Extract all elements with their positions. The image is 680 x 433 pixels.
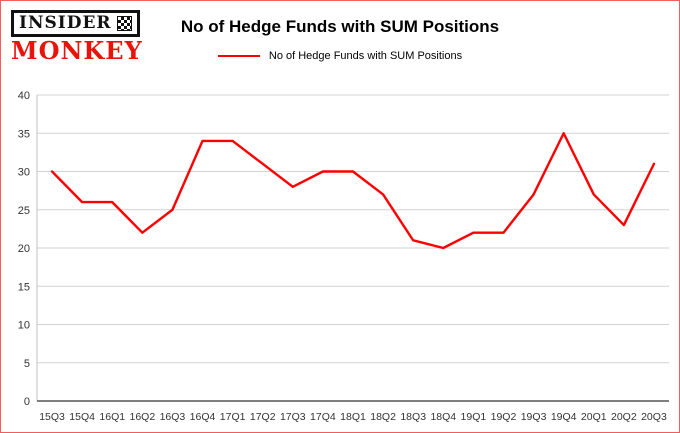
x-tick-label: 18Q4: [430, 411, 456, 423]
chart-area: 0 5 10 15 20 25 30 35 40 15Q3 15Q4 16Q1 16Q2 16Q3 16Q4…: [1, 87, 679, 429]
x-tick-label: 20Q1: [581, 411, 607, 423]
y-tick-label: 25: [18, 205, 30, 217]
x-tick-label: 18Q2: [370, 411, 396, 423]
x-tick-label: 15Q3: [39, 411, 65, 423]
y-tick-label: 10: [18, 320, 30, 332]
x-tick-label: 18Q1: [340, 411, 366, 423]
y-tick-label: 30: [18, 167, 30, 179]
x-tick-label: 16Q2: [129, 411, 155, 423]
chart-title: No of Hedge Funds with SUM Positions: [180, 17, 500, 36]
legend-label: No of Hedge Funds with SUM Positions: [268, 50, 463, 62]
y-tick-label: 35: [18, 128, 30, 140]
x-tick-label: 19Q3: [521, 411, 547, 423]
chart-header: INSIDER MONKEY No of Hedge Funds with SU…: [1, 1, 679, 87]
x-tick-label: 20Q2: [611, 411, 637, 423]
logo-monkey-text: MONKEY: [11, 36, 143, 65]
x-tick-label: 15Q4: [69, 411, 95, 423]
legend-line-swatch: [217, 55, 260, 57]
insider-monkey-logo: INSIDER MONKEY: [11, 10, 143, 63]
title-block: No of Hedge Funds with SUM Positions No …: [1, 1, 679, 62]
x-tick-label: 17Q4: [310, 411, 336, 423]
legend: No of Hedge Funds with SUM Positions: [1, 50, 679, 62]
y-tick-label: 0: [24, 396, 30, 408]
y-tick-label: 15: [18, 281, 30, 293]
x-tick-label: 17Q2: [250, 411, 276, 423]
y-tick-label: 20: [18, 243, 30, 255]
x-tick-label: 16Q1: [99, 411, 125, 423]
x-tick-label: 17Q1: [220, 411, 246, 423]
logo-insider-label: INSIDER: [19, 13, 112, 33]
x-tick-label: 17Q3: [280, 411, 306, 423]
x-tick-label: 19Q1: [461, 411, 487, 423]
x-tick-label: 16Q4: [190, 411, 216, 423]
x-tick-label: 19Q4: [551, 411, 577, 423]
x-tick-label: 16Q3: [160, 411, 186, 423]
logo-insider-text: INSIDER: [11, 10, 140, 37]
x-tick-label: 20Q3: [641, 411, 667, 423]
x-tick-label: 19Q2: [491, 411, 517, 423]
y-tick-label: 40: [18, 90, 30, 102]
line-chart-svg: 0 5 10 15 20 25 30 35 40 15Q3 15Q4 16Q1 16Q2 16Q3 16Q4…: [18, 90, 669, 423]
series-line: [50, 132, 656, 250]
logo-checker-icon: [116, 16, 132, 31]
y-tick-label: 5: [24, 358, 30, 370]
x-tick-label: 18Q3: [400, 411, 426, 423]
